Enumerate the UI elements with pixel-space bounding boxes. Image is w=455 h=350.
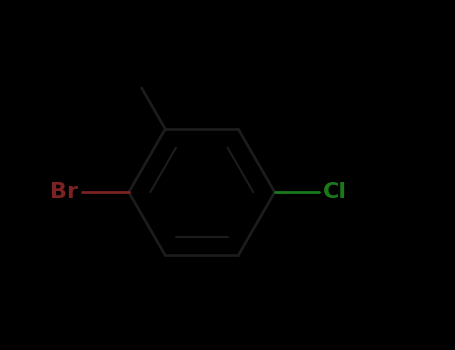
Text: Br: Br — [50, 182, 78, 202]
Text: Cl: Cl — [323, 182, 347, 202]
